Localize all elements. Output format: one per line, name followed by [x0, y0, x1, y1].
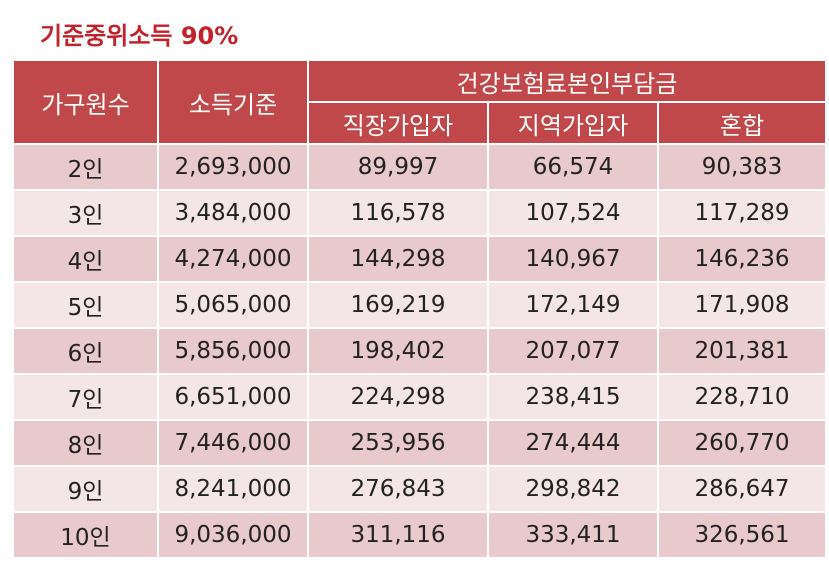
cell-income: 8,241,000 [157, 465, 309, 513]
cell-household: 8인 [12, 419, 159, 467]
table-row: 7인 6,651,000 224,298 238,415 228,710 [12, 373, 828, 421]
cell-regional: 207,077 [487, 327, 659, 375]
cell-income: 2,693,000 [157, 143, 309, 191]
cell-employee: 276,843 [307, 465, 489, 513]
cell-regional: 66,574 [487, 143, 659, 191]
cell-regional: 274,444 [487, 419, 659, 467]
cell-income: 4,274,000 [157, 235, 309, 283]
cell-employee: 253,956 [307, 419, 489, 467]
header-employee: 직장가입자 [307, 101, 489, 145]
header-household: 가구원수 [12, 59, 159, 145]
cell-mixed: 260,770 [656, 419, 828, 467]
cell-mixed: 117,289 [656, 189, 828, 237]
cell-regional: 298,842 [487, 465, 659, 513]
cell-employee: 198,402 [307, 327, 489, 375]
cell-mixed: 146,236 [656, 235, 828, 283]
table-row: 8인 7,446,000 253,956 274,444 260,770 [12, 419, 828, 467]
cell-regional: 238,415 [487, 373, 659, 421]
cell-income: 3,484,000 [157, 189, 309, 237]
table-row: 5인 5,065,000 169,219 172,149 171,908 [12, 281, 828, 329]
table-row: 10인 9,036,000 311,116 333,411 326,561 [12, 511, 828, 559]
cell-employee: 311,116 [307, 511, 489, 559]
cell-income: 6,651,000 [157, 373, 309, 421]
page-title: 기준중위소득 90% [40, 22, 239, 50]
cell-household: 9인 [12, 465, 159, 513]
cell-mixed: 228,710 [656, 373, 828, 421]
cell-employee: 116,578 [307, 189, 489, 237]
table-row: 4인 4,274,000 144,298 140,967 146,236 [12, 235, 828, 283]
income-premium-table: 가구원수 소득기준 건강보험료본인부담금 직장가입자 지역가입자 혼합 2인 2… [12, 59, 828, 559]
cell-employee: 224,298 [307, 373, 489, 421]
cell-income: 9,036,000 [157, 511, 309, 559]
cell-mixed: 286,647 [656, 465, 828, 513]
header-mixed: 혼합 [656, 101, 828, 145]
cell-income: 5,856,000 [157, 327, 309, 375]
cell-regional: 107,524 [487, 189, 659, 237]
cell-household: 10인 [12, 511, 159, 559]
cell-mixed: 201,381 [656, 327, 828, 375]
cell-employee: 89,997 [307, 143, 489, 191]
header-row-sub: 직장가입자 지역가입자 혼합 [13, 101, 828, 145]
header-income: 소득기준 [157, 59, 309, 145]
table-row: 9인 8,241,000 276,843 298,842 286,647 [12, 465, 828, 513]
cell-mixed: 326,561 [656, 511, 828, 559]
table-row: 6인 5,856,000 198,402 207,077 201,381 [12, 327, 828, 375]
header-regional: 지역가입자 [487, 101, 659, 145]
cell-household: 3인 [12, 189, 159, 237]
cell-household: 6인 [12, 327, 159, 375]
cell-employee: 144,298 [307, 235, 489, 283]
cell-regional: 172,149 [487, 281, 659, 329]
cell-regional: 140,967 [487, 235, 659, 283]
cell-income: 5,065,000 [157, 281, 309, 329]
header-premium-group: 건강보험료본인부담금 [306, 59, 828, 103]
cell-employee: 169,219 [307, 281, 489, 329]
cell-regional: 333,411 [487, 511, 659, 559]
cell-income: 7,446,000 [157, 419, 309, 467]
table-row: 3인 3,484,000 116,578 107,524 117,289 [12, 189, 828, 237]
table-row: 2인 2,693,000 89,997 66,574 90,383 [12, 143, 828, 191]
cell-household: 4인 [12, 235, 159, 283]
cell-mixed: 90,383 [656, 143, 828, 191]
cell-household: 2인 [12, 143, 159, 191]
cell-household: 5인 [12, 281, 159, 329]
cell-household: 7인 [12, 373, 159, 421]
header-row-top: 가구원수 소득기준 건강보험료본인부담금 [12, 59, 828, 145]
cell-mixed: 171,908 [656, 281, 828, 329]
